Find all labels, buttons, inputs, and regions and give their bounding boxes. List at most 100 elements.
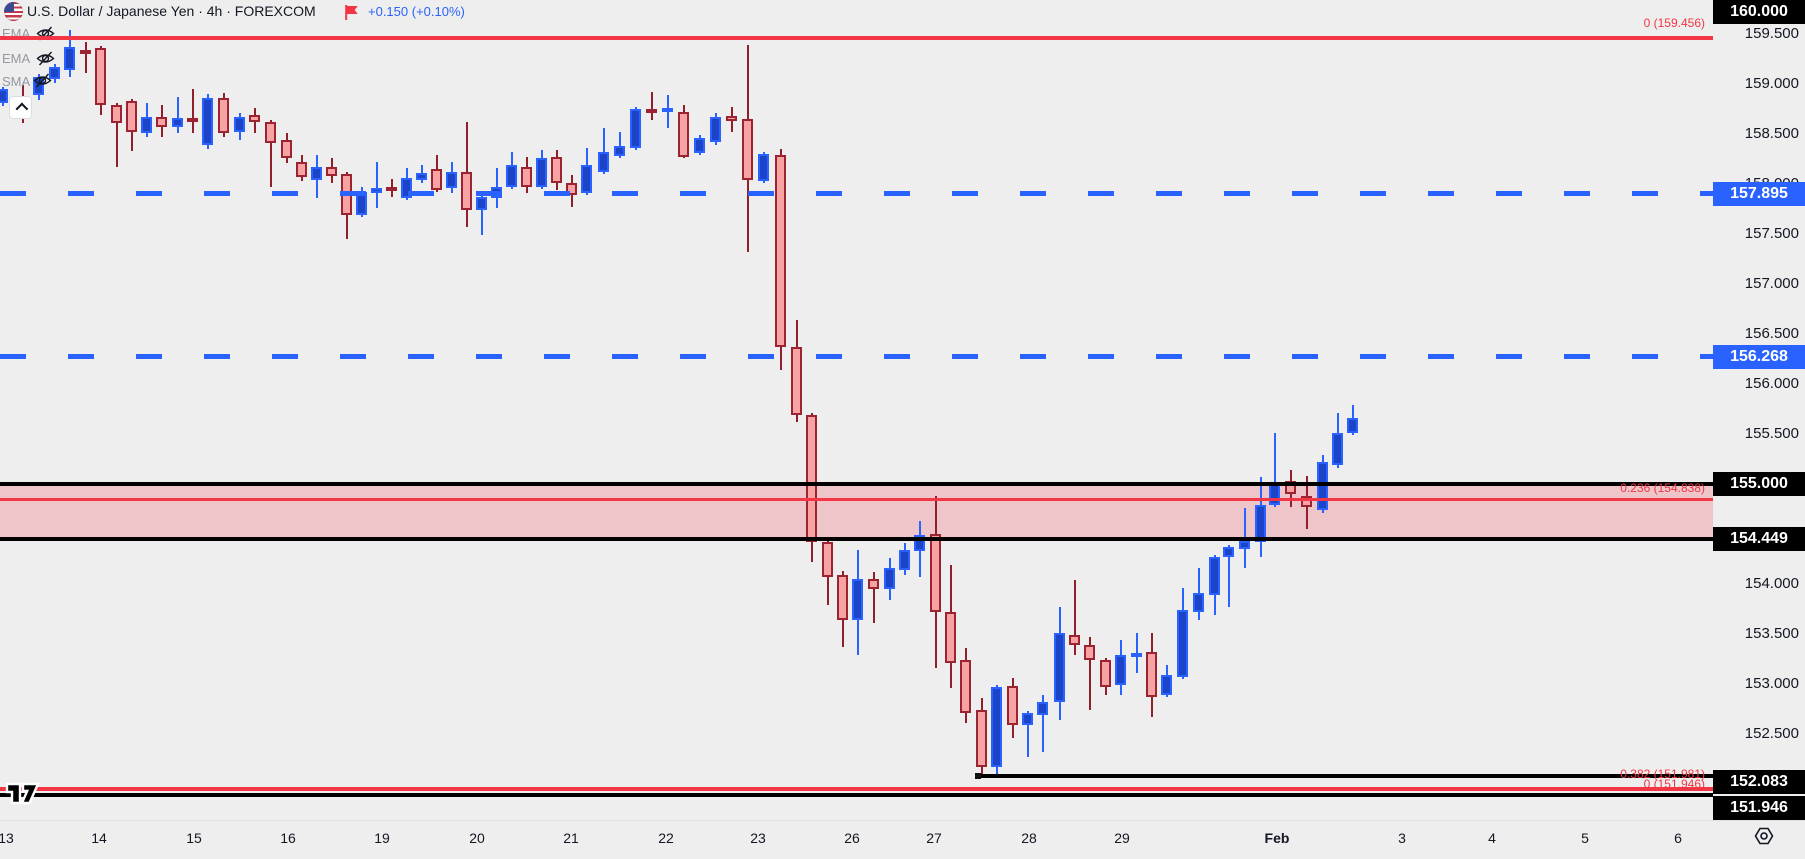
- candle-up: [1131, 633, 1143, 673]
- fib-0236-line[interactable]: [0, 498, 1713, 501]
- price-tick-label: 153.500: [1744, 625, 1799, 642]
- candle-body: [758, 154, 769, 181]
- price-line-label: 156.268: [1713, 345, 1805, 369]
- candle-body: [976, 710, 987, 767]
- candle-body: [1177, 610, 1188, 677]
- time-tick-label: 13: [0, 830, 14, 846]
- candle-body: [678, 112, 689, 157]
- candle-body: [431, 169, 442, 190]
- horizontal-ray[interactable]: [978, 774, 1713, 778]
- candle-up: [476, 195, 488, 235]
- candle-down: [960, 648, 972, 723]
- fib-0-line[interactable]: [0, 36, 1713, 40]
- candle-body: [806, 415, 817, 542]
- candle-up: [1177, 588, 1189, 679]
- price-tick-label: 156.500: [1744, 325, 1799, 342]
- candle-up: [581, 148, 593, 195]
- candle-up: [598, 128, 610, 174]
- candle-down: [806, 413, 818, 562]
- candle-body: [202, 98, 213, 145]
- candle-up: [1022, 711, 1034, 757]
- candle-up: [1054, 607, 1066, 720]
- candle-body: [1317, 462, 1328, 510]
- candle-body: [822, 542, 833, 577]
- candle-wick: [1228, 545, 1230, 607]
- ray-anchor-handle[interactable]: [975, 773, 981, 779]
- time-tick-label: 14: [91, 830, 107, 846]
- candle-down: [1069, 580, 1081, 655]
- axis-settings-gear-icon[interactable]: [1753, 826, 1775, 851]
- candle-body: [64, 47, 75, 70]
- candle-body: [742, 119, 753, 180]
- candle-body: [775, 155, 786, 347]
- alert-price-line[interactable]: [0, 191, 1713, 196]
- candle-down: [156, 105, 168, 137]
- price-axis[interactable]: 159.500159.000158.500158.000157.500157.0…: [1713, 0, 1805, 820]
- time-tick-label: 26: [844, 830, 860, 846]
- candle-body: [914, 535, 925, 551]
- candle-down: [187, 89, 199, 133]
- time-axis[interactable]: 13 14 15 16 19 20 21 22 23 26 27 28 29 Feb 3 4 5 6: [0, 820, 1805, 859]
- candle-up: [662, 95, 674, 128]
- flag-bookmark-icon[interactable]: [344, 4, 360, 26]
- candle-up: [371, 162, 383, 208]
- tradingview-logo-icon[interactable]: [5, 781, 41, 812]
- candle-body: [536, 158, 547, 187]
- candle-wick: [873, 572, 875, 623]
- candle-wick: [619, 132, 621, 158]
- black-bottom-line[interactable]: [0, 793, 1713, 797]
- candle-down: [1084, 637, 1096, 710]
- candle-wick: [1042, 695, 1044, 752]
- candle-up: [1347, 405, 1359, 435]
- candle-down: [551, 150, 563, 190]
- candle-up: [1161, 665, 1173, 697]
- supply-zone-top-border[interactable]: [0, 482, 1713, 486]
- eye-off-icon[interactable]: [36, 50, 55, 72]
- price-tick-label: 157.000: [1744, 275, 1799, 292]
- candle-up: [401, 168, 413, 200]
- eye-off-icon[interactable]: [33, 72, 52, 94]
- chart-plot-area[interactable]: U.S. Dollar / Japanese Yen · 4h · FOREXC…: [0, 0, 1713, 820]
- supply-zone-bottom-border[interactable]: [0, 537, 1713, 541]
- candle-up: [884, 558, 896, 600]
- price-line-label: 154.449: [1713, 527, 1805, 551]
- fib-bottom-line[interactable]: [0, 787, 1713, 791]
- candle-up: [491, 168, 503, 208]
- candle-up: [914, 521, 926, 577]
- candle-body: [156, 117, 167, 127]
- candle-up: [1255, 477, 1267, 557]
- fib-level-label: 0 (151.946): [1643, 777, 1705, 791]
- alert-price-line[interactable]: [0, 354, 1713, 359]
- candle-body: [614, 146, 625, 156]
- price-line-label: 160.000: [1713, 0, 1805, 24]
- candle-wick: [651, 92, 653, 120]
- candle-body: [249, 115, 260, 122]
- candle-up: [416, 165, 428, 183]
- candle-body: [991, 687, 1002, 767]
- candle-body: [1209, 557, 1220, 595]
- indicator-label-sma: SMA: [2, 74, 31, 89]
- candle-up: [1209, 555, 1221, 615]
- legend-collapse-button[interactable]: [9, 96, 32, 119]
- supply-zone-fill[interactable]: [0, 486, 1713, 537]
- time-tick-label: 23: [750, 830, 766, 846]
- candle-down: [1301, 476, 1313, 529]
- candle-up: [1332, 413, 1344, 468]
- price-change-text: +0.150 (+0.10%): [368, 4, 465, 19]
- price-tick-label: 156.000: [1744, 375, 1799, 392]
- candle-down: [95, 46, 107, 115]
- candle-down: [1100, 658, 1112, 695]
- candle-up: [630, 107, 642, 150]
- candle-body: [506, 165, 517, 187]
- candle-down: [868, 572, 880, 623]
- time-tick-label: 5: [1581, 830, 1589, 846]
- candle-body: [1131, 653, 1142, 657]
- candle-up: [614, 132, 626, 158]
- candle-down: [126, 99, 138, 151]
- time-tick-label: 4: [1488, 830, 1496, 846]
- candle-body: [141, 117, 152, 133]
- candle-down: [930, 496, 942, 668]
- candle-up: [852, 550, 864, 655]
- candle-body: [80, 50, 91, 54]
